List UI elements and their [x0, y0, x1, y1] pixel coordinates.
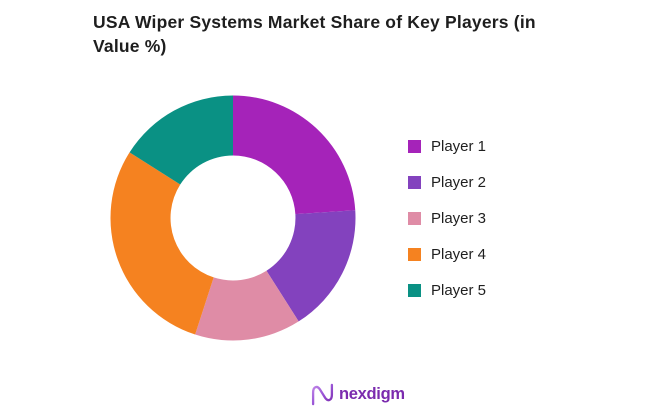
legend-swatch — [408, 139, 421, 153]
chart-title-line-1: USA Wiper Systems Market Share of Key Pl… — [93, 12, 536, 32]
legend-swatch — [408, 283, 421, 297]
brand-footer: nexdigm — [311, 382, 405, 407]
nexdigm-logo-icon — [311, 383, 334, 406]
chart-title-line-2: Value %) — [93, 36, 167, 56]
legend-label: Player 2 — [431, 173, 487, 191]
brand-wordmark: nexdigm — [339, 385, 405, 403]
legend-item-player-1: Player 1 — [408, 137, 487, 155]
donut-segment-player-5 — [129, 95, 233, 185]
legend-item-player-2: Player 2 — [408, 173, 487, 191]
donut-chart — [110, 95, 356, 341]
legend-swatch — [408, 211, 421, 225]
legend-swatch — [408, 247, 421, 261]
donut-segment-player-2 — [266, 210, 356, 322]
legend-item-player-4: Player 4 — [408, 245, 487, 263]
legend-item-player-3: Player 3 — [408, 209, 487, 227]
donut-segment-player-3 — [195, 270, 299, 341]
legend-item-player-5: Player 5 — [408, 281, 487, 299]
legend-label: Player 5 — [431, 281, 487, 299]
donut-segment-player-1 — [233, 95, 356, 215]
legend-label: Player 3 — [431, 209, 487, 227]
chart-title: USA Wiper Systems Market Share of Key Pl… — [93, 10, 623, 58]
legend: Player 1 Player 2 Player 3 Player 4 Player 5 — [408, 137, 487, 319]
donut-segment-player-4 — [110, 152, 214, 335]
legend-label: Player 1 — [431, 137, 487, 155]
legend-swatch — [408, 175, 421, 189]
legend-label: Player 4 — [431, 245, 487, 263]
